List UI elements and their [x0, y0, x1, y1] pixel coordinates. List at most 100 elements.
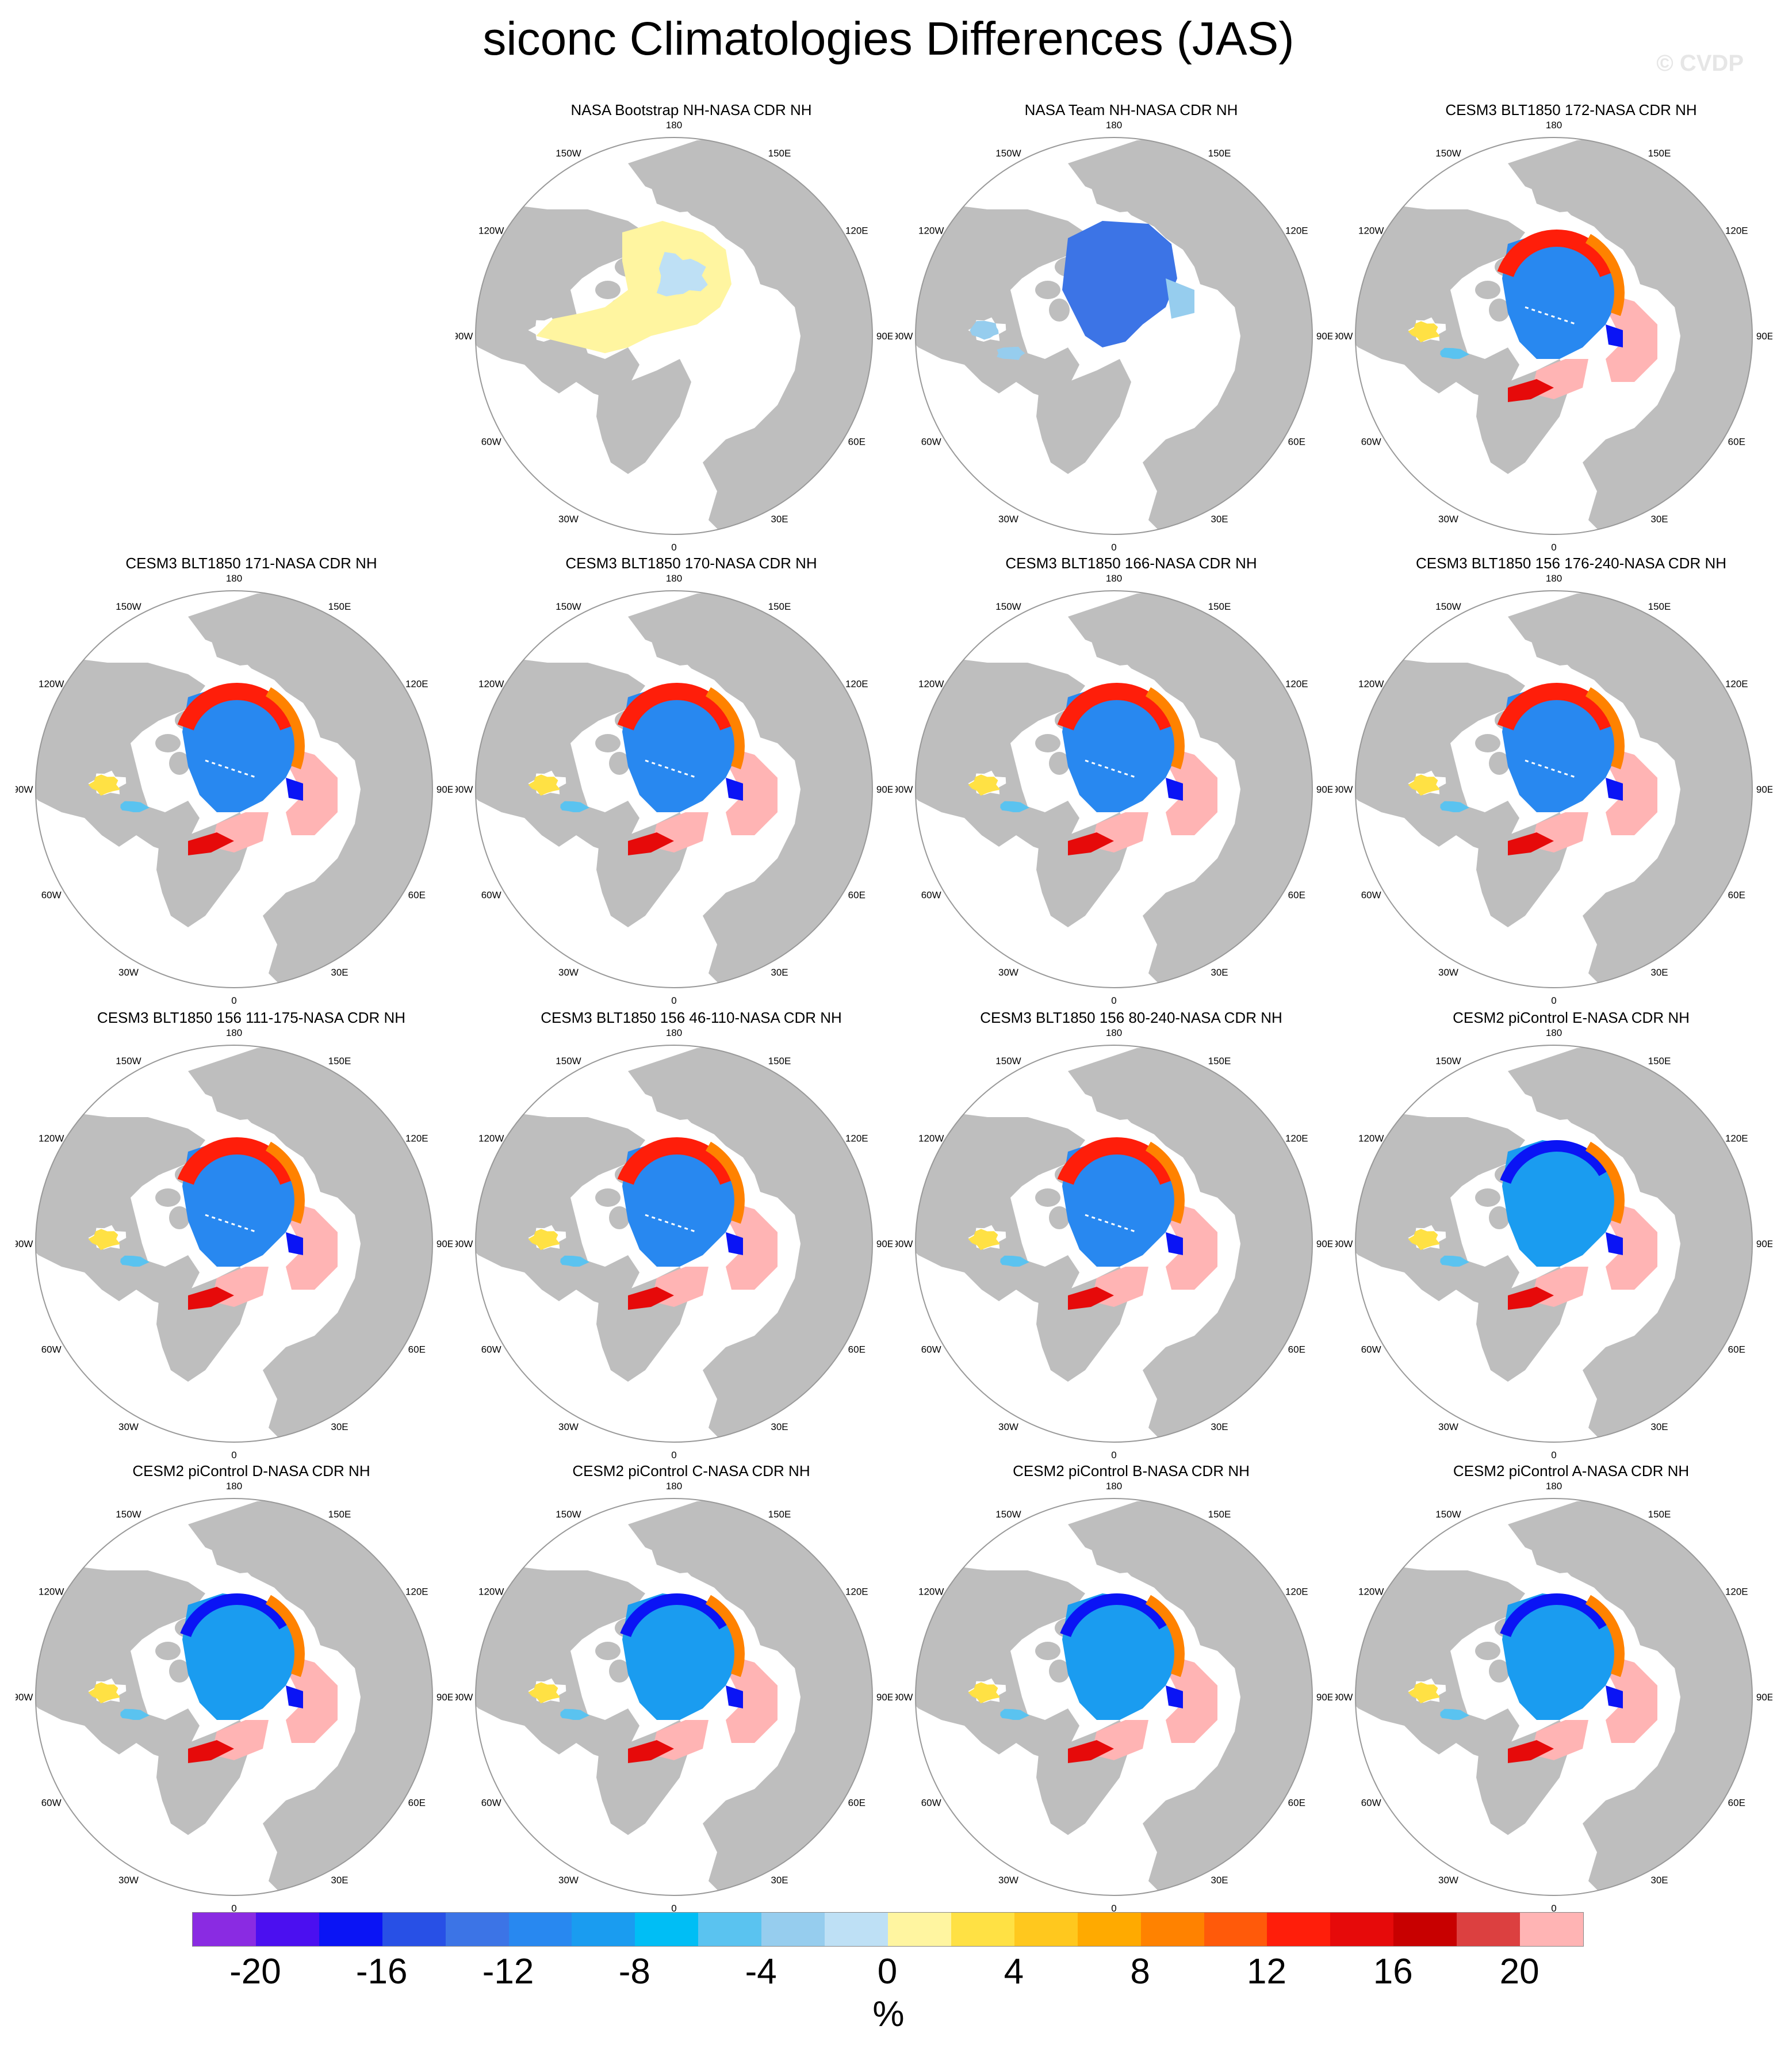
map-disc: [36, 591, 432, 988]
land-alaska-coast: [1531, 1536, 1606, 1573]
lon-label: 120E: [845, 1133, 868, 1144]
land-eurasia: [1068, 1045, 1312, 1442]
land-alaska-coast: [211, 1083, 286, 1120]
land-north-america: [1355, 1111, 1525, 1307]
colorbar-tick: -20: [229, 1952, 281, 1991]
lon-label: 30W: [1438, 1875, 1458, 1886]
lon-label: 60W: [481, 1798, 501, 1809]
land-island: [609, 752, 630, 775]
land-alaska-coast: [651, 1536, 726, 1573]
land-eurasia: [1068, 137, 1312, 534]
land-island: [609, 1660, 630, 1683]
colorbar-tick: -8: [618, 1952, 650, 1991]
lon-label: 120E: [1725, 1587, 1748, 1597]
land-north-america: [476, 204, 645, 399]
polar-map: 180 150E 120E 90E 60E 30E 0 30W 60W 90W 120W 150W: [455, 120, 893, 553]
lon-label: 90W: [16, 1692, 33, 1703]
lon-label: 180: [1106, 120, 1122, 131]
lon-label: 0: [1551, 1450, 1556, 1461]
polar-map: 180 150E 120E 90E 60E 30E 0 30W 60W 90W 120W 150W: [895, 120, 1332, 553]
lon-label: 150E: [768, 1509, 791, 1520]
land-eurasia: [1068, 591, 1312, 988]
map-disc: [1355, 1045, 1752, 1442]
lon-label: 60W: [921, 437, 941, 448]
lon-label: 90E: [436, 784, 453, 795]
colorbar-cell: [1267, 1913, 1331, 1946]
land-island: [582, 1615, 605, 1629]
map-disc: [36, 1045, 432, 1442]
land-island: [1475, 1188, 1500, 1207]
land-greenland: [596, 359, 691, 474]
lon-label: 150E: [1648, 601, 1671, 612]
lon-label: 0: [1551, 542, 1556, 553]
colorbar-tick: 20: [1499, 1952, 1539, 1991]
lon-label: 0: [1551, 1903, 1556, 1914]
colorbar-cell: [951, 1913, 1014, 1946]
polar-map: 180 150E 120E 90E 60E 30E 0 30W 60W 90W 120W 150W: [455, 1027, 893, 1461]
land-scandinavia: [743, 1792, 818, 1864]
colorbar: [192, 1912, 1584, 1947]
map-panel: CESM3 BLT1850 156 176-240-NASA CDR NH 180…: [1335, 553, 1777, 1008]
land-north-america: [36, 657, 205, 852]
lon-label: 180: [666, 120, 682, 131]
colorbar-tick: 12: [1246, 1952, 1286, 1991]
lon-label: 120E: [1725, 679, 1748, 690]
lon-label: 60W: [481, 1344, 501, 1355]
lon-label: 150E: [328, 601, 351, 612]
lon-label: 30W: [998, 1421, 1018, 1432]
lon-label: 60W: [41, 1798, 62, 1809]
land-alaska-coast: [1091, 628, 1166, 666]
lon-label: 120E: [845, 225, 868, 236]
map-boundary: [915, 137, 1313, 535]
land-scandinavia: [743, 1339, 818, 1410]
land-north-america: [916, 1565, 1085, 1760]
lon-label: 30E: [1211, 967, 1228, 978]
cvdp-watermark: © CVDP: [1656, 51, 1744, 76]
land-scandinavia: [1183, 884, 1258, 956]
polar-map: 180 150E 120E 90E 60E 30E 0 30W 60W 90W 120W 150W: [895, 1481, 1332, 1914]
land-scandinavia: [303, 1792, 378, 1864]
colorbar-tick: 4: [1004, 1952, 1024, 1991]
lon-label: 30E: [771, 1875, 788, 1886]
land-north-america: [36, 1565, 205, 1760]
lon-label: 90E: [1316, 331, 1332, 342]
land-island: [595, 281, 621, 299]
lon-label: 90E: [1316, 784, 1332, 795]
lon-label: 30E: [331, 1875, 348, 1886]
polar-map: 180 150E 120E 90E 60E 30E 0 30W 60W 90W 120W 150W: [1335, 1481, 1772, 1914]
lon-label: 60E: [1728, 1344, 1745, 1355]
lon-label: 0: [231, 995, 236, 1006]
land-eurasia: [1068, 1498, 1312, 1895]
land-scandinavia: [1623, 431, 1698, 503]
lon-label: 90E: [876, 331, 893, 342]
land-island: [1462, 708, 1485, 721]
map-disc: [1355, 591, 1752, 988]
lon-label: 0: [671, 995, 676, 1006]
lon-label: 60E: [1288, 437, 1305, 448]
map-panel: CESM2 piControl E-NASA CDR NH 180 150E 120E…: [1335, 1008, 1777, 1462]
lon-label: 150W: [1435, 1056, 1461, 1066]
lon-label: 120W: [39, 1587, 64, 1597]
lon-label: 120E: [405, 679, 428, 690]
lon-label: 30E: [331, 967, 348, 978]
lon-label: 180: [666, 1027, 682, 1038]
lon-label: 120E: [1725, 225, 1748, 236]
lon-label: 0: [1111, 542, 1116, 553]
land-island: [1489, 1660, 1510, 1683]
lon-label: 90E: [1316, 1692, 1332, 1703]
lon-label: 0: [1551, 995, 1556, 1006]
lon-label: 90E: [1756, 1692, 1772, 1703]
colorbar-cell: [445, 1913, 509, 1946]
lon-label: 150W: [556, 1509, 581, 1520]
lon-label: 30W: [998, 1875, 1018, 1886]
land-alaska-coast: [1091, 175, 1166, 212]
colorbar-cell: [1330, 1913, 1394, 1946]
map-panel: CESM3 BLT1850 170-NASA CDR NH 180 150E 120E…: [455, 553, 927, 1008]
lon-label: 180: [226, 1481, 242, 1492]
panel-title: CESM2 piControl C-NASA CDR NH: [572, 1462, 810, 1480]
colorbar-cell: [572, 1913, 635, 1946]
map-boundary: [35, 1498, 433, 1896]
lon-label: 150E: [1208, 601, 1231, 612]
lon-label: 150W: [1435, 1509, 1461, 1520]
lon-label: 90E: [1316, 1238, 1332, 1249]
